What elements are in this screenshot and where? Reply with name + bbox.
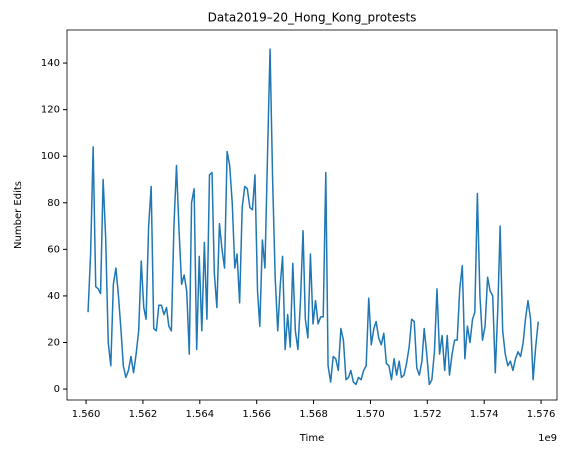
y-tick-label: 140 <box>41 58 60 69</box>
y-tick-label: 60 <box>47 244 60 255</box>
x-tick-label: 1.572 <box>413 409 442 420</box>
x-tick-label: 1.568 <box>299 409 328 420</box>
data-line <box>87 48 539 386</box>
x-offset-label: 1e9 <box>538 433 557 444</box>
x-tick-label: 1.574 <box>470 409 499 420</box>
x-tick-label: 1.560 <box>72 409 101 420</box>
x-tick-label: 1.566 <box>242 409 271 420</box>
chart-title: Data2019–20_Hong_Kong_protests <box>208 11 417 25</box>
y-tick-label: 20 <box>47 337 60 348</box>
y-axis-label: Number Edits <box>13 181 24 249</box>
x-tick-label: 1.564 <box>185 409 214 420</box>
y-tick-label: 120 <box>41 105 60 116</box>
axes-frame <box>66 29 558 401</box>
y-tick-label: 0 <box>54 384 60 395</box>
y-tick-label: 40 <box>47 291 60 302</box>
x-axis-label: Time <box>299 433 324 444</box>
y-tick-label: 100 <box>41 151 60 162</box>
x-tick-label: 1.562 <box>129 409 158 420</box>
y-tick-label: 80 <box>47 198 60 209</box>
x-tick-label: 1.576 <box>527 409 556 420</box>
x-tick-label: 1.570 <box>356 409 385 420</box>
